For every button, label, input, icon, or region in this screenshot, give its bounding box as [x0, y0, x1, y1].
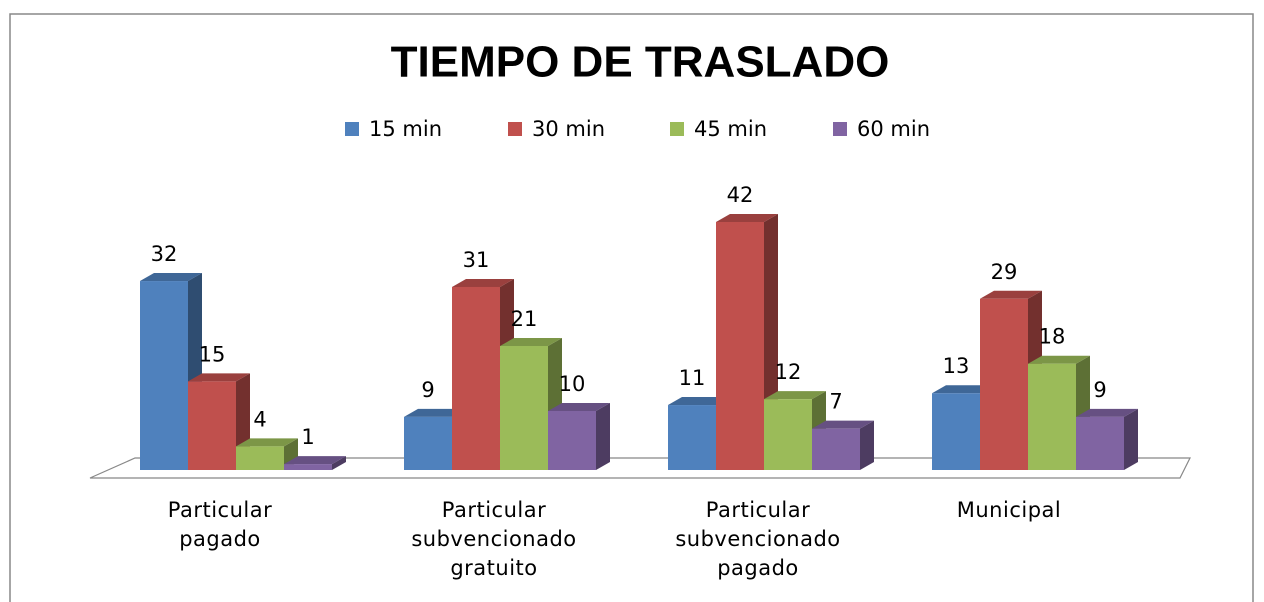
legend-swatch — [670, 122, 684, 136]
bar-front — [500, 346, 548, 470]
value-label: 9 — [1093, 378, 1106, 402]
bar-front — [404, 416, 452, 470]
bar-front — [452, 286, 500, 470]
bar-front — [284, 464, 332, 470]
legend-swatch — [508, 122, 522, 136]
legend-swatch — [833, 122, 847, 136]
x-tick-label: Particular pagado — [167, 498, 273, 551]
value-label: 11 — [679, 366, 706, 390]
bar-top — [812, 420, 874, 429]
value-label: 1 — [301, 425, 314, 449]
value-label: 4 — [253, 407, 266, 431]
bar — [1076, 408, 1138, 470]
floor — [89, 457, 1191, 479]
value-label: 9 — [421, 378, 434, 402]
bar-front — [980, 298, 1028, 470]
value-label: 21 — [511, 307, 538, 331]
bar-top — [284, 456, 346, 465]
legend-swatch — [345, 122, 359, 136]
x-tick-label: Municipal — [956, 498, 1062, 522]
bar-top — [1028, 355, 1090, 364]
bar-front — [764, 399, 812, 470]
bar-top — [404, 408, 466, 417]
bar-top — [716, 214, 778, 222]
bar-side — [332, 456, 346, 470]
chart-title: TIEMPO DE TRASLADO — [391, 38, 890, 87]
bar-top — [140, 273, 202, 282]
bar-top — [932, 385, 994, 394]
bar-front — [236, 446, 284, 470]
bar-front — [812, 428, 860, 470]
bar-front — [932, 393, 980, 470]
value-label: 15 — [199, 342, 226, 366]
bar-top — [764, 391, 826, 400]
value-label: 7 — [829, 390, 842, 414]
value-label: 13 — [943, 354, 970, 378]
bar-front — [1028, 363, 1076, 470]
bar-front — [140, 281, 188, 470]
bar-top — [668, 397, 730, 406]
bar-front — [188, 381, 236, 470]
bar-top — [188, 373, 250, 382]
bar-side — [596, 402, 610, 470]
bar-top — [452, 278, 514, 287]
bar-front — [716, 222, 764, 470]
legend-label: 15 min — [369, 117, 442, 141]
value-label: 18 — [1039, 325, 1066, 349]
bar-front — [1076, 416, 1124, 470]
bar-side — [1124, 408, 1138, 470]
bar-top — [1076, 408, 1138, 417]
bar-side — [860, 420, 874, 470]
x-tick-label: Particular subvencionado gratuito — [411, 498, 577, 580]
bar — [284, 456, 346, 470]
legend-label: 60 min — [857, 117, 930, 141]
value-label: 32 — [151, 242, 178, 266]
legend-label: 30 min — [532, 117, 605, 141]
bar-front — [548, 410, 596, 470]
bar — [716, 214, 778, 470]
bar — [812, 420, 874, 470]
value-label: 29 — [991, 260, 1018, 284]
value-label: 31 — [463, 248, 490, 272]
bar-top — [236, 438, 298, 447]
bar-top — [500, 338, 562, 346]
bar-front — [668, 405, 716, 470]
legend-label: 45 min — [694, 117, 767, 141]
bar-top — [548, 402, 610, 411]
value-label: 10 — [559, 372, 586, 396]
x-tick-label: Particular subvencionado pagado — [675, 498, 841, 580]
value-label: 42 — [727, 183, 754, 207]
bar — [548, 402, 610, 470]
value-label: 12 — [775, 360, 802, 384]
chart-frame — [9, 13, 1254, 602]
bar — [500, 338, 562, 470]
bar-top — [980, 290, 1042, 299]
